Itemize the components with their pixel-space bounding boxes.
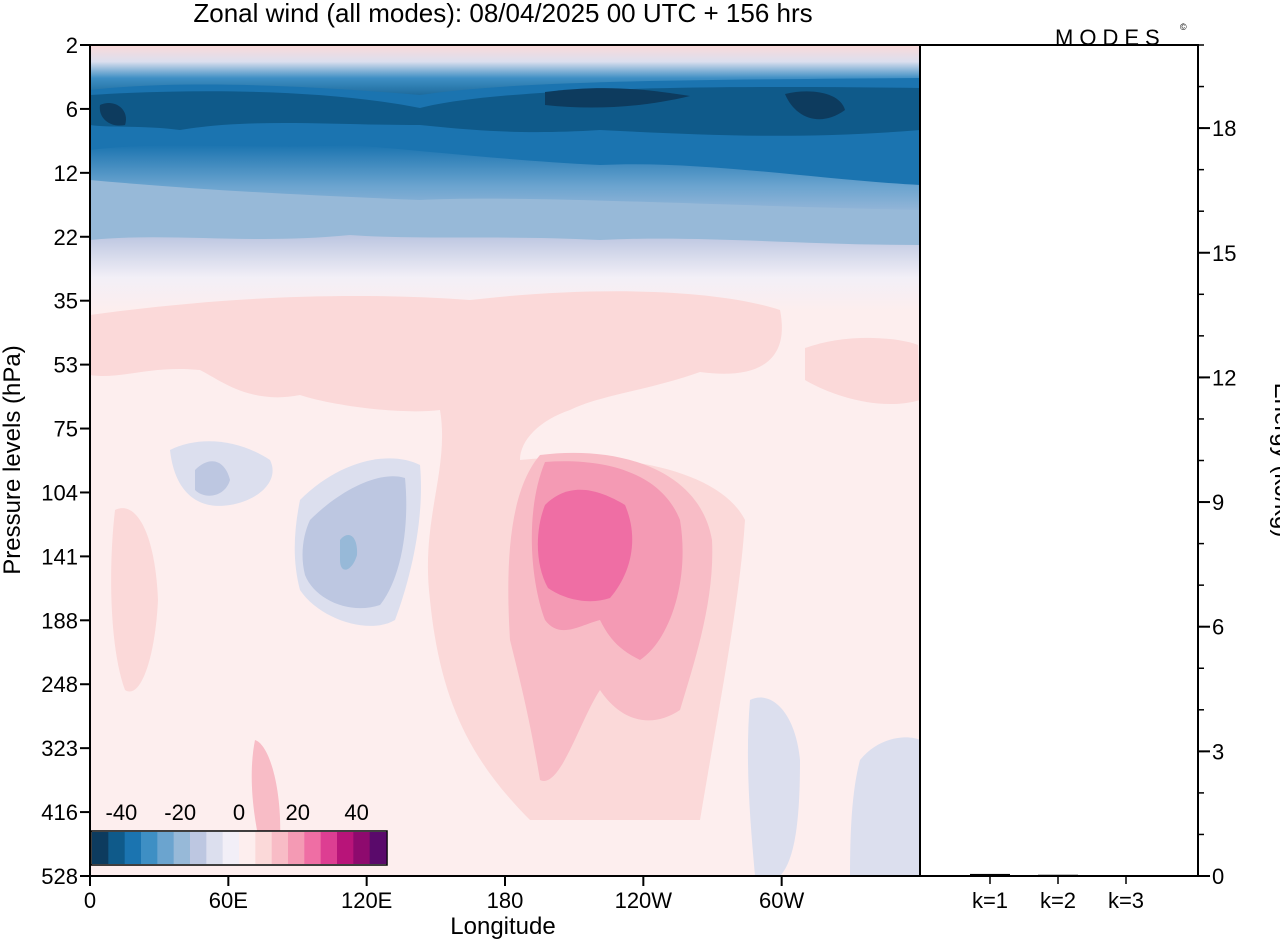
- energy-bar: [970, 873, 1010, 876]
- colorbar-tick-label: 0: [233, 800, 245, 825]
- energy-bar: [1038, 874, 1078, 877]
- colorbar-tick-label: -20: [164, 800, 196, 825]
- colorbar-tick-label: -40: [106, 800, 138, 825]
- contour-east-45c: [99, 102, 126, 126]
- y-axis: 2 6 12 22 35 53 75 104 141 188 248 323 416 528: [41, 33, 90, 889]
- colorbar-swatch: [141, 832, 158, 864]
- energy-bar: [1106, 875, 1146, 877]
- energy-tick-label: 6: [1212, 615, 1224, 640]
- colorbar-swatch: [157, 832, 175, 864]
- x-tick-label: 180: [487, 888, 524, 913]
- y-tick-label: 323: [41, 736, 78, 761]
- energy-bar-chart: 0 3 6 9 12 15 18 k=1 k=2 k=3: [970, 44, 1236, 913]
- energy-category-label: k=2: [1040, 888, 1076, 913]
- x-tick-label: 120E: [341, 888, 392, 913]
- y-tick-label: 2: [66, 33, 78, 58]
- contour-west-10c: [251, 740, 281, 845]
- contour-east-5d: [850, 737, 920, 876]
- energy-panel-frame: [919, 44, 1199, 877]
- energy-tick-label: 15: [1212, 241, 1236, 266]
- contour-west-20: [537, 489, 633, 602]
- colorbar-swatch: [124, 832, 142, 864]
- y-tick-label: 416: [41, 800, 78, 825]
- contour-east-40: [90, 87, 920, 136]
- y-tick-label: 248: [41, 672, 78, 697]
- y-tick-label: 6: [66, 97, 78, 122]
- chart-title: Zonal wind (all modes): 08/04/2025 00 UT…: [193, 0, 812, 28]
- colorbar-swatch: [271, 832, 289, 864]
- energy-tick-label: 9: [1212, 490, 1224, 515]
- contour-west-5b: [805, 337, 920, 405]
- contour-east-45b: [785, 91, 845, 120]
- contour-east-10a: [195, 461, 230, 496]
- colorbar-swatch: [353, 832, 371, 864]
- energy-tick-label: 0: [1212, 864, 1224, 889]
- x-tick-label: 120W: [615, 888, 673, 913]
- colorbar-swatch: [190, 832, 207, 864]
- logo-mark: ©: [1180, 22, 1187, 32]
- colorbar-swatch: [222, 832, 240, 864]
- y-tick-label: 22: [54, 225, 78, 250]
- energy-category-label: k=3: [1108, 888, 1144, 913]
- colorbar-swatch: [337, 832, 354, 864]
- colorbar-tick-label: 40: [344, 800, 368, 825]
- zonal-wind-heatmap: [90, 45, 920, 876]
- energy-category-label: k=1: [972, 888, 1008, 913]
- x-tick-label: 0: [84, 888, 96, 913]
- colorbar-swatch: [92, 832, 109, 864]
- contour-west-5c: [111, 508, 158, 692]
- y-tick-label: 75: [54, 417, 78, 442]
- colorbar-swatch: [369, 832, 387, 864]
- energy-tick-label: 12: [1212, 365, 1236, 390]
- x-tick-label: 60W: [759, 888, 804, 913]
- colorbar-swatch: [173, 832, 191, 864]
- contour-east-45: [545, 88, 690, 108]
- colorbar-swatch: [288, 832, 305, 864]
- contour-east-20: [90, 180, 920, 245]
- x-tick-label: 60E: [209, 888, 248, 913]
- energy-tick-label: 18: [1212, 116, 1236, 141]
- colorbar-swatch: [108, 832, 126, 864]
- contour-east-15b: [340, 535, 358, 570]
- y-tick-label: 141: [41, 544, 78, 569]
- x-axis-label: Longitude: [450, 913, 555, 940]
- colorbar: -40 -20 0 20 40: [90, 800, 388, 866]
- energy-axis-label: Energy (kJ/kg): [1269, 383, 1280, 538]
- y-tick-label: 188: [41, 608, 78, 633]
- colorbar-swatch: [320, 832, 338, 864]
- colorbar-swatch: [206, 832, 224, 864]
- colorbar-swatch: [255, 832, 273, 864]
- y-tick-label: 53: [54, 353, 78, 378]
- y-tick-label: 12: [54, 161, 78, 186]
- y-tick-label: 35: [54, 289, 78, 314]
- x-axis: 0 60E 120E 180 120W 60W: [84, 876, 805, 913]
- colorbar-swatch: [239, 832, 256, 864]
- colorbar-swatch: [304, 832, 322, 864]
- colorbar-tick-label: 20: [286, 800, 310, 825]
- contour-east-5c: [747, 697, 800, 876]
- y-tick-label: 104: [41, 480, 78, 505]
- y-tick-label: 528: [41, 864, 78, 889]
- y-axis-label: Pressure levels (hPa): [0, 345, 26, 574]
- energy-tick-label: 3: [1212, 739, 1224, 764]
